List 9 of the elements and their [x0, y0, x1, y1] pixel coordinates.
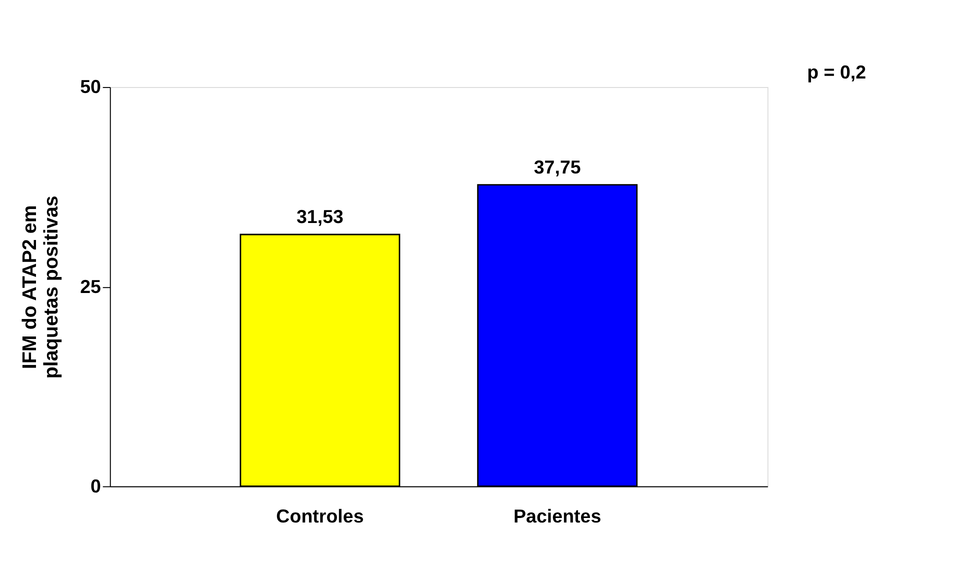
text: p = 0,2 — [807, 62, 866, 83]
x-tick-label: Controles — [276, 505, 364, 526]
x-tick-label: Pacientes — [514, 505, 602, 526]
y-tick-label: 0 — [90, 475, 101, 496]
y-axis-title: IFM do ATAP2 em plaquetas positivas — [18, 196, 63, 379]
data-label: 31,53 — [296, 206, 344, 228]
data-label: 37,75 — [534, 156, 581, 178]
y-tick-label: 50 — [80, 76, 101, 98]
y-tick-label: 25 — [80, 276, 101, 297]
